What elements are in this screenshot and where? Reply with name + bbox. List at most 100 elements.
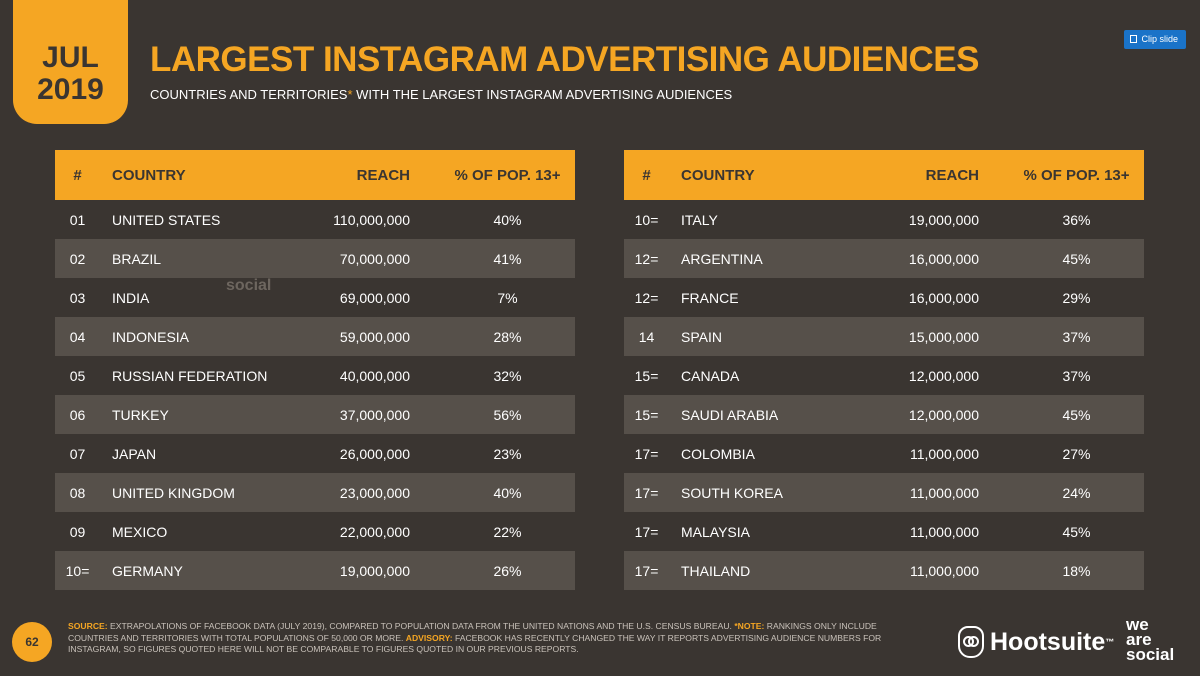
note-text: RANKINGS ONLY INCLUDE COUNTRIES AND TERR…	[68, 621, 877, 643]
reach-cell: 37,000,000	[339, 406, 410, 423]
rank-cell: 02	[69, 250, 86, 267]
reach-cell: 69,000,000	[339, 289, 410, 306]
reach-cell: 16,000,000	[908, 289, 979, 306]
country-cell: MEXICO	[112, 523, 168, 540]
country-cell: FRANCE	[681, 289, 739, 306]
reach-cell: 16,000,000	[908, 250, 979, 267]
table-row: 17= THAILAND 11,000,000 18%	[624, 551, 1144, 590]
ranking-table-left: # COUNTRY REACH % OF POP. 13+ 01 UNITED S…	[55, 150, 575, 590]
pct-cell: 45%	[1062, 523, 1091, 540]
reach-cell: 19,000,000	[908, 211, 979, 228]
rank-cell: 14	[638, 328, 655, 345]
table-row: 02 BRAZIL 70,000,000 41%	[55, 239, 575, 278]
pct-cell: 37%	[1062, 367, 1091, 384]
country-cell: ITALY	[681, 211, 718, 228]
rank-cell: 12=	[634, 289, 659, 306]
reach-cell: 40,000,000	[339, 367, 410, 384]
badge-month: JUL	[42, 41, 99, 74]
clip-slide-button[interactable]: Clip slide	[1124, 30, 1186, 49]
reach-cell: 26,000,000	[339, 445, 410, 462]
clip-icon	[1130, 35, 1138, 43]
country-cell: RUSSIAN FEDERATION	[112, 367, 268, 384]
we-are-social-logo: we are social	[1126, 615, 1175, 664]
rank-cell: 17=	[634, 484, 659, 501]
pct-cell: 36%	[1062, 211, 1091, 228]
col-pct-header: % OF POP. 13+	[1023, 166, 1130, 184]
subtitle-asterisk: *	[347, 87, 353, 102]
rank-cell: 06	[69, 406, 86, 423]
table-row: 12= ARGENTINA 16,000,000 45%	[624, 239, 1144, 278]
table-header: # COUNTRY REACH % OF POP. 13+	[55, 150, 575, 200]
subtitle-pre: COUNTRIES AND TERRITORIES	[150, 87, 348, 102]
country-cell: SAUDI ARABIA	[681, 406, 779, 423]
rank-cell: 07	[69, 445, 86, 462]
source-label: SOURCE:	[68, 621, 108, 631]
country-cell: INDONESIA	[112, 328, 190, 345]
rank-cell: 08	[69, 484, 86, 501]
reach-cell: 12,000,000	[908, 406, 979, 423]
note-label: *NOTE:	[734, 621, 765, 631]
rank-cell: 17=	[634, 445, 659, 462]
pct-cell: 24%	[1062, 484, 1091, 501]
col-rank-header: #	[642, 166, 651, 184]
rank-cell: 10=	[65, 562, 90, 579]
reach-cell: 11,000,000	[909, 562, 979, 579]
col-country-header: COUNTRY	[681, 166, 755, 184]
country-cell: COLOMBIA	[681, 445, 755, 462]
country-cell: SPAIN	[681, 328, 722, 345]
col-reach-header: REACH	[356, 166, 410, 184]
pct-cell: 23%	[493, 445, 522, 462]
table-row: 12= FRANCE 16,000,000 29%	[624, 278, 1144, 317]
reach-cell: 19,000,000	[339, 562, 410, 579]
clip-slide-label: Clip slide	[1141, 34, 1178, 44]
country-cell: UNITED KINGDOM	[112, 484, 235, 501]
reach-cell: 11,000,000	[909, 523, 979, 540]
rank-cell: 09	[69, 523, 86, 540]
reach-cell: 11,000,000	[909, 445, 979, 462]
reach-cell: 70,000,000	[339, 250, 410, 267]
table-row: 15= CANADA 12,000,000 37%	[624, 356, 1144, 395]
pct-cell: 7%	[497, 289, 518, 306]
pct-cell: 27%	[1062, 445, 1091, 462]
pct-cell: 56%	[493, 406, 522, 423]
country-cell: THAILAND	[681, 562, 751, 579]
source-text: EXTRAPOLATIONS OF FACEBOOK DATA (JULY 20…	[107, 621, 735, 631]
table-row: 10= ITALY 19,000,000 36%	[624, 200, 1144, 239]
table-row: 01 UNITED STATES 110,000,000 40%	[55, 200, 575, 239]
table-row: 17= MALAYSIA 11,000,000 45%	[624, 512, 1144, 551]
reach-cell: 15,000,000	[908, 328, 979, 345]
col-pct-header: % OF POP. 13+	[454, 166, 561, 184]
pct-cell: 22%	[493, 523, 522, 540]
pct-cell: 45%	[1062, 406, 1091, 423]
reach-cell: 59,000,000	[339, 328, 410, 345]
rank-cell: 03	[69, 289, 86, 306]
col-country-header: COUNTRY	[112, 166, 186, 184]
table-row: 05 RUSSIAN FEDERATION 40,000,000 32%	[55, 356, 575, 395]
reach-cell: 11,000,000	[909, 484, 979, 501]
footer-notes: SOURCE: EXTRAPOLATIONS OF FACEBOOK DATA …	[68, 621, 928, 656]
ranking-table-right: # COUNTRY REACH % OF POP. 13+ 10= ITALY 19…	[624, 150, 1144, 590]
pct-cell: 18%	[1062, 562, 1091, 579]
advisory-label: ADVISORY:	[405, 632, 453, 643]
table-header: # COUNTRY REACH % OF POP. 13+	[624, 150, 1144, 200]
table-row: 09 MEXICO 22,000,000 22%	[55, 512, 575, 551]
table-row: 06 TURKEY 37,000,000 56%	[55, 395, 575, 434]
rank-cell: 17=	[634, 562, 659, 579]
pct-cell: 29%	[1062, 289, 1091, 306]
country-cell: CANADA	[681, 367, 740, 384]
reach-cell: 23,000,000	[339, 484, 410, 501]
rank-cell: 01	[69, 211, 86, 228]
table-row: 03 INDIA 69,000,000 7%	[55, 278, 575, 317]
rank-cell: 17=	[634, 523, 659, 540]
rank-cell: 15=	[634, 406, 659, 423]
page-subtitle: COUNTRIES AND TERRITORIES* WITH THE LARG…	[150, 87, 732, 102]
rank-cell: 12=	[634, 250, 659, 267]
owl-icon	[958, 626, 984, 658]
pct-cell: 40%	[493, 211, 522, 228]
advisory-text: FACEBOOK HAS RECENTLY CHANGED THE WAY IT…	[68, 632, 882, 655]
table-row: 08 UNITED KINGDOM 23,000,000 40%	[55, 473, 575, 512]
date-badge: JUL 2019	[13, 0, 128, 124]
country-cell: MALAYSIA	[681, 523, 750, 540]
badge-year: 2019	[37, 73, 104, 106]
rank-cell: 05	[69, 367, 86, 384]
